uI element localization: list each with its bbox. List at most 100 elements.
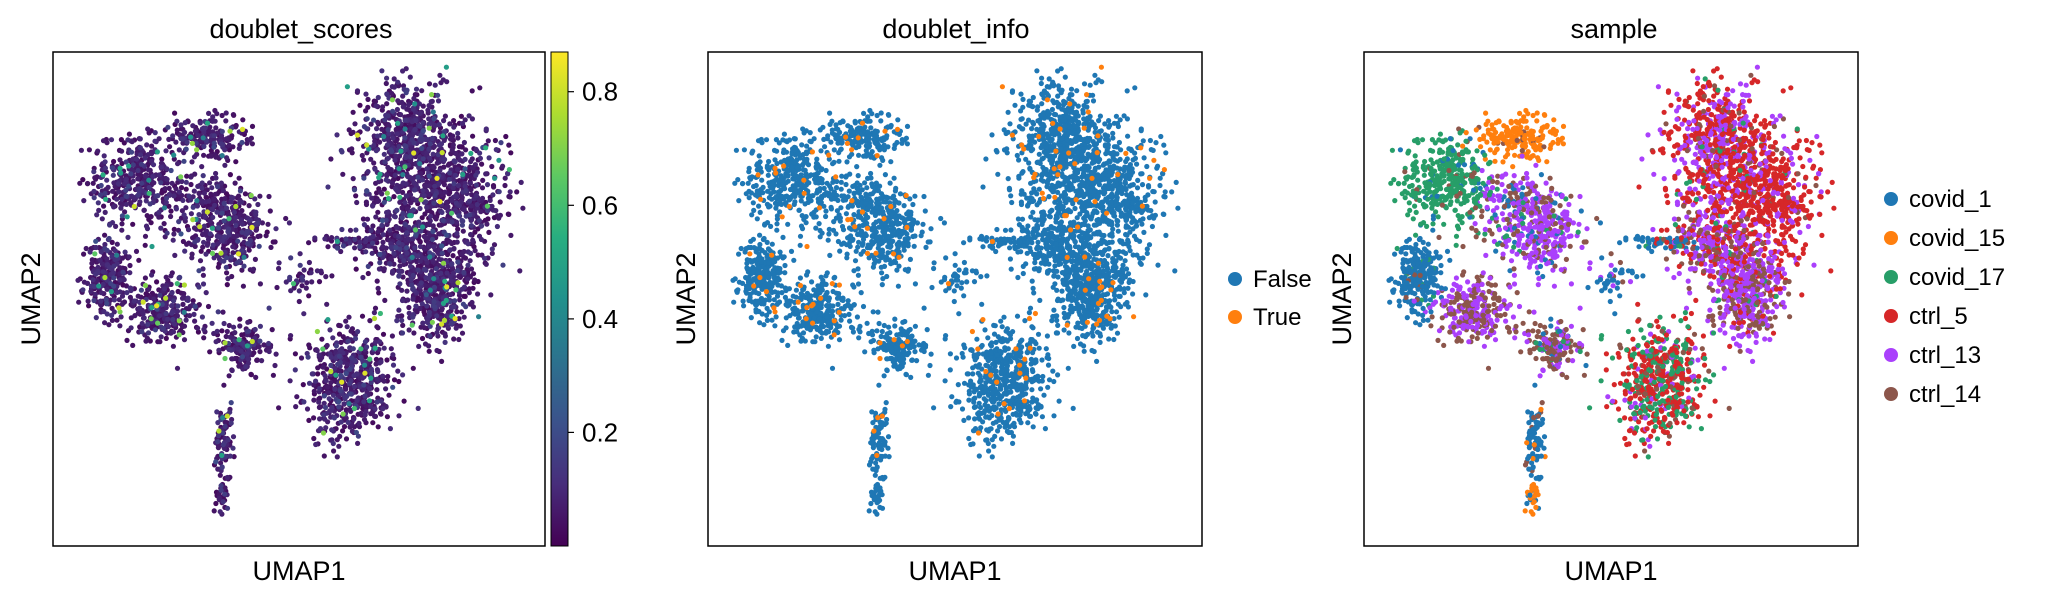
data-point	[507, 189, 513, 195]
data-point	[76, 299, 82, 305]
data-point	[467, 212, 473, 218]
data-point	[433, 266, 439, 272]
data-point	[222, 423, 228, 429]
data-point	[353, 193, 359, 199]
data-point	[380, 104, 386, 110]
data-point	[375, 198, 381, 204]
panel-title: doublet_info	[882, 14, 1029, 44]
data-point	[399, 330, 406, 336]
data-point	[370, 203, 376, 209]
data-point	[199, 185, 205, 191]
data-point	[292, 351, 298, 357]
data-point	[468, 217, 474, 223]
data-point	[340, 243, 347, 249]
data-point	[118, 205, 124, 211]
data-point	[128, 149, 135, 155]
data-point	[372, 413, 378, 419]
data-point	[405, 297, 411, 303]
data-point	[346, 127, 352, 133]
data-point	[241, 263, 247, 269]
data-point	[218, 483, 224, 489]
data-point	[477, 85, 483, 91]
data-point	[331, 415, 337, 421]
data-point	[372, 345, 378, 351]
data-point	[304, 406, 311, 412]
data-point	[213, 170, 219, 177]
data-point	[237, 188, 243, 194]
data-point	[183, 205, 189, 211]
colorbar-tick-label: 0.6	[582, 190, 618, 220]
data-point	[245, 241, 251, 247]
data-point	[128, 171, 134, 177]
data-point	[224, 474, 230, 481]
data-point	[350, 109, 356, 115]
data-point	[200, 281, 207, 287]
data-point	[143, 338, 149, 344]
data-point	[334, 437, 340, 443]
data-point	[230, 195, 236, 201]
data-point	[142, 155, 148, 161]
data-point	[455, 226, 461, 232]
data-point	[361, 417, 368, 423]
data-point	[381, 133, 387, 140]
data-point	[394, 131, 400, 137]
data-point	[353, 429, 359, 436]
data-point	[246, 137, 252, 143]
data-point	[365, 169, 371, 175]
data-point	[1016, 124, 1023, 130]
data-point	[375, 209, 381, 215]
data-point	[89, 260, 95, 266]
data-point	[328, 354, 334, 360]
data-point	[194, 198, 200, 204]
data-point	[468, 150, 474, 156]
data-point	[168, 208, 174, 214]
data-point	[487, 197, 493, 203]
data-point	[142, 173, 149, 179]
data-point	[245, 319, 251, 325]
data-point	[215, 445, 221, 451]
data-point	[452, 172, 458, 178]
data-point	[484, 221, 490, 227]
data-point	[189, 255, 195, 261]
data-point	[80, 177, 86, 183]
data-point	[134, 156, 140, 162]
data-point	[139, 320, 145, 327]
data-point	[473, 193, 479, 199]
data-point	[225, 276, 231, 282]
data-point	[112, 248, 118, 254]
data-point	[201, 239, 207, 245]
data-point	[1080, 110, 1086, 116]
data-point	[110, 270, 116, 276]
data-point	[78, 147, 84, 153]
data-point	[371, 315, 378, 322]
data-point	[459, 330, 466, 336]
data-point	[461, 314, 467, 320]
data-point	[109, 317, 115, 323]
data-point	[382, 159, 388, 165]
data-point	[476, 218, 482, 224]
data-point	[344, 324, 350, 330]
data-point	[244, 343, 250, 349]
data-point	[396, 413, 402, 419]
data-point	[83, 245, 89, 252]
data-point	[454, 267, 461, 274]
data-point	[400, 322, 406, 328]
data-point	[141, 207, 147, 213]
data-point	[213, 459, 219, 465]
data-point	[456, 336, 462, 343]
data-point	[202, 214, 208, 220]
data-point	[135, 176, 141, 182]
data-point	[230, 445, 236, 451]
data-point	[399, 317, 405, 323]
data-point	[176, 147, 182, 153]
data-point	[415, 267, 421, 273]
data-point	[171, 226, 177, 232]
data-point	[437, 199, 443, 205]
data-point	[424, 166, 430, 172]
data-point	[493, 208, 499, 214]
data-point	[431, 299, 437, 305]
data-point	[213, 500, 219, 507]
data-point	[412, 127, 418, 133]
data-point	[148, 214, 154, 220]
data-point	[359, 152, 365, 159]
